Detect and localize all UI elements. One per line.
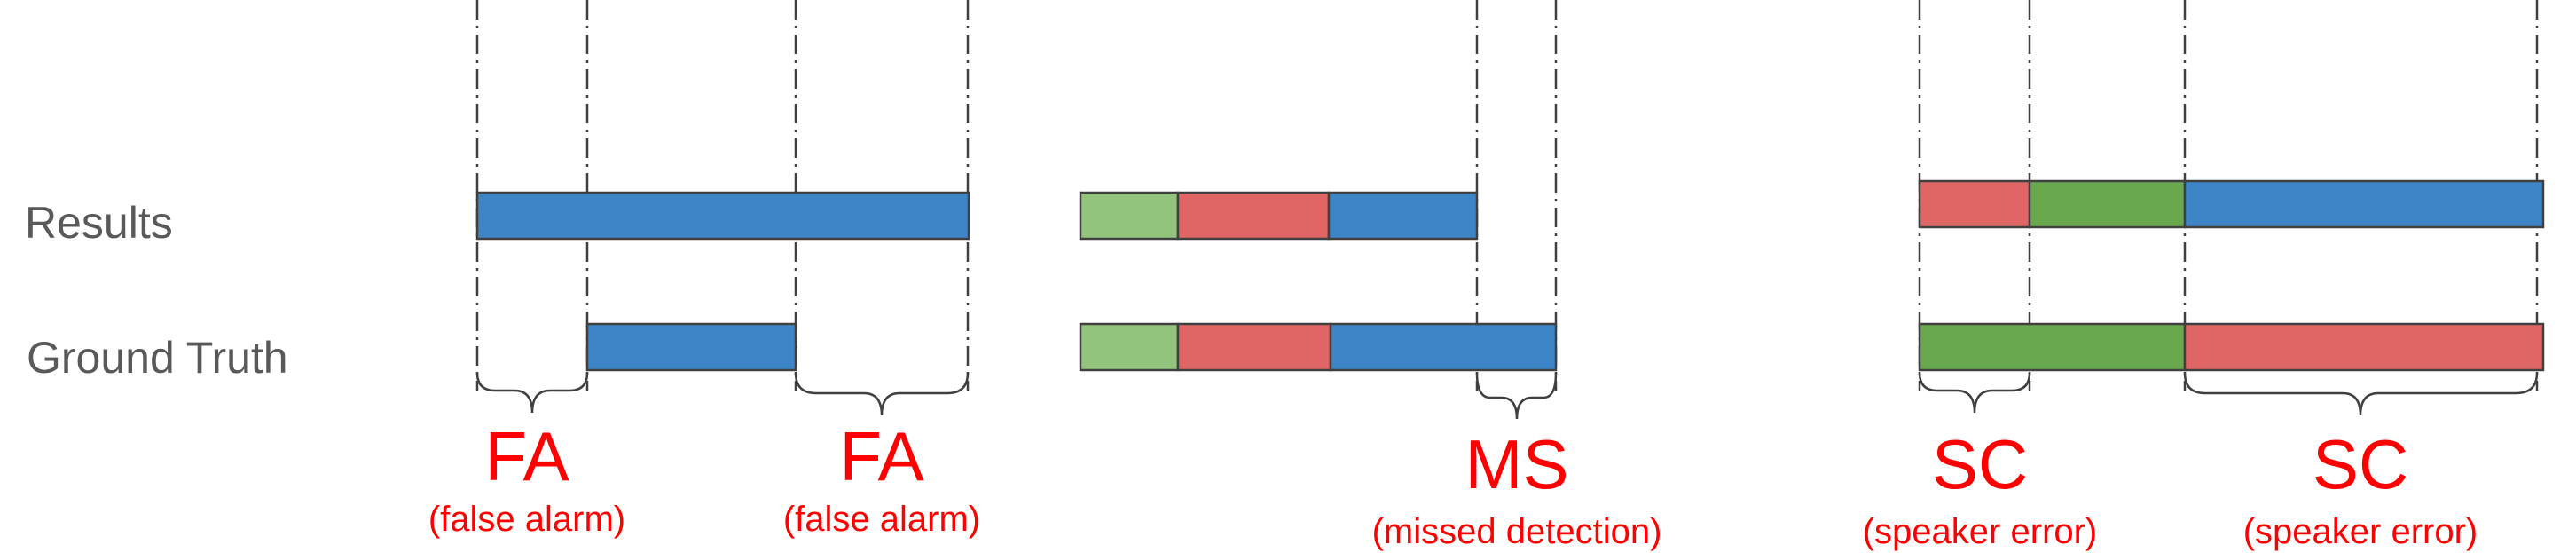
error-code-label: SC [1932, 425, 2028, 503]
ground-truth-segment-light-green [1079, 322, 1180, 372]
brace-false-alarm-2 [794, 372, 970, 416]
error-code-label: FA [484, 417, 569, 495]
missed-detection-example [1079, 191, 1558, 372]
error-code-label: SC [2313, 425, 2408, 503]
brace-missed-detection [1475, 372, 1558, 420]
error-description-label: (speaker error) [1863, 512, 2098, 551]
error-annotations: FA (false alarm) FA (false alarm) MS (mi… [428, 417, 2478, 551]
ground-truth-segment-blue [585, 322, 797, 372]
results-row-label: Results [25, 198, 173, 248]
brace-false-alarm-1 [475, 372, 589, 414]
error-code-label: MS [1465, 425, 1569, 503]
brace-speaker-error-2 [2183, 372, 2539, 416]
results-segment-blue [1327, 191, 1479, 241]
results-segment-dark-green [2028, 179, 2187, 229]
false-alarm-example [475, 191, 970, 372]
results-segment-blue [475, 191, 970, 241]
error-braces [475, 372, 2539, 420]
results-segment-red [1918, 179, 2031, 229]
ground-truth-segment-dark-green [1918, 322, 2187, 372]
error-description-label: (speaker error) [2243, 512, 2478, 551]
brace-speaker-error-1 [1918, 372, 2031, 414]
error-description-label: (false alarm) [783, 500, 980, 539]
error-description-label: (false alarm) [428, 500, 625, 539]
error-description-label: (missed detection) [1372, 512, 1662, 551]
ground-truth-segment-red [1176, 322, 1332, 372]
speaker-error-example [1918, 179, 2545, 372]
results-segment-blue [2183, 179, 2545, 229]
ground-truth-row-label: Ground Truth [27, 333, 288, 383]
error-code-label: FA [839, 417, 923, 495]
results-segment-light-green [1079, 191, 1180, 241]
results-segment-red [1176, 191, 1331, 241]
ground-truth-segment-blue [1329, 322, 1558, 372]
ground-truth-segment-red [2183, 322, 2545, 372]
